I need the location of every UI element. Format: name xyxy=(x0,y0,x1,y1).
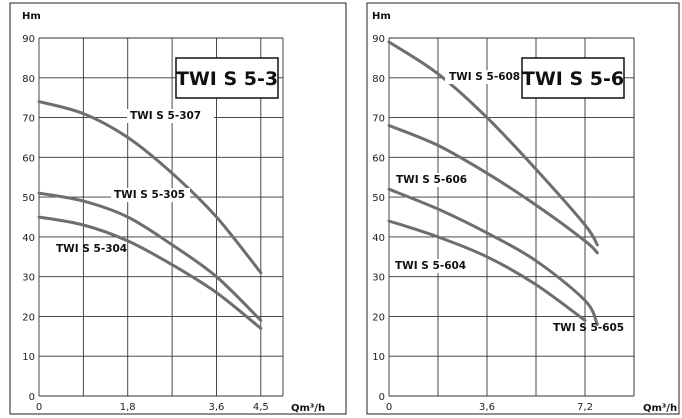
x-tick-label: 0 xyxy=(386,402,392,413)
y-tick-label: 30 xyxy=(372,273,385,284)
series-label: TWI S 5-305 xyxy=(114,189,185,201)
y-tick-label: 80 xyxy=(22,74,35,85)
curve-twi-s-5-307 xyxy=(37,100,263,275)
curve-twi-s-5-304 xyxy=(37,215,263,330)
curve-twi-s-5-305 xyxy=(37,191,263,322)
y-axis-label: Hm xyxy=(372,11,391,22)
x-tick-label: 3,6 xyxy=(209,402,225,413)
y-tick-label: 80 xyxy=(372,74,385,85)
y-tick-label: 0 xyxy=(379,392,385,403)
series-label: TWI S 5-606 xyxy=(396,174,467,186)
y-tick-label: 60 xyxy=(22,153,35,164)
chart-1: 0 10 20 30 40 50 60 70 80 90 0 1,8 3,6 4,5 Hm Qm³/h TWI … xyxy=(9,2,347,415)
series-label: TWI S 5-604 xyxy=(395,260,466,272)
chart-title: TWI S 5-3 xyxy=(176,68,278,90)
x-tick-label: 3,6 xyxy=(479,402,495,413)
series-label: TWI S 5-304 xyxy=(56,243,127,255)
label-backdrop xyxy=(111,188,190,202)
title-box xyxy=(175,57,279,99)
y-tick-label: 0 xyxy=(29,392,35,403)
chart-2: 0 10 20 30 40 50 60 70 80 90 0 3,6 7,2 Hm Qm³/h TWI S 5… xyxy=(366,2,680,415)
y-tick-label: 20 xyxy=(372,312,385,323)
y-tick-label: 60 xyxy=(372,153,385,164)
y-tick-label: 20 xyxy=(22,312,35,323)
chart-frame xyxy=(9,2,347,415)
x-axis-label: Qm³/h xyxy=(291,403,325,414)
y-tick-label: 50 xyxy=(372,193,385,204)
series-label: TWI S 5-307 xyxy=(130,110,201,122)
curve-twi-s-5-606 xyxy=(387,124,599,255)
y-tick-label: 10 xyxy=(22,352,35,363)
title-box xyxy=(521,57,625,99)
curve-twi-s-5-605 xyxy=(387,187,599,326)
y-tick-label: 40 xyxy=(22,233,35,244)
curve-twi-s-5-608 xyxy=(387,40,599,247)
y-tick-label: 30 xyxy=(22,273,35,284)
series-label: TWI S 5-608 xyxy=(449,71,520,83)
y-tick-label: 40 xyxy=(372,233,385,244)
curve-twi-s-5-604 xyxy=(387,219,587,322)
x-tick-label: 7,2 xyxy=(577,402,593,413)
chart-frame xyxy=(366,2,680,415)
label-backdrop xyxy=(127,109,214,123)
label-backdrop xyxy=(445,70,522,84)
x-tick-label: 1,8 xyxy=(120,402,136,413)
label-backdrop xyxy=(392,259,469,273)
y-tick-label: 50 xyxy=(22,193,35,204)
label-backdrop xyxy=(393,173,470,187)
y-tick-label: 70 xyxy=(22,114,35,125)
y-tick-label: 70 xyxy=(372,114,385,125)
y-tick-label: 90 xyxy=(22,34,35,45)
x-axis-label: Qm³/h xyxy=(643,403,677,414)
series-label: TWI S 5-605 xyxy=(553,322,624,334)
x-tick-label: 0 xyxy=(36,402,42,413)
y-tick-label: 90 xyxy=(372,34,385,45)
y-axis-label: Hm xyxy=(22,11,41,22)
y-tick-label: 10 xyxy=(372,352,385,363)
x-tick-label: 4,5 xyxy=(253,402,269,413)
chart-title: TWI S 5-6 xyxy=(522,68,624,90)
